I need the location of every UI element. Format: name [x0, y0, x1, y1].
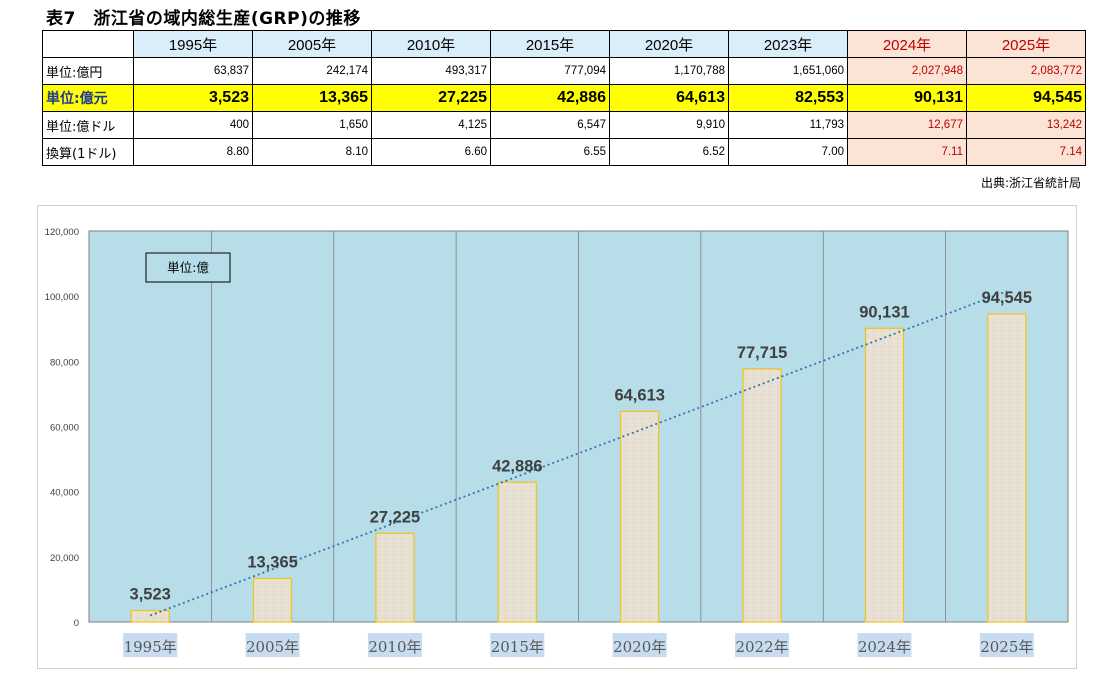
table-cell: 2,083,772	[966, 57, 1086, 85]
table-cell: 11,793	[728, 111, 848, 139]
table-cell: 6.52	[609, 138, 729, 166]
year-header-forecast: 2024年	[847, 30, 967, 58]
x-tick-highlight	[245, 633, 300, 657]
year-header-forecast: 2025年	[966, 30, 1086, 58]
table-cell: 90,131	[847, 84, 967, 112]
table-cell: 6,547	[490, 111, 610, 139]
x-tick-highlight	[857, 633, 912, 657]
bar	[497, 481, 537, 623]
data-label: 42,886	[492, 457, 542, 475]
year-header: 2010年	[371, 30, 491, 58]
table-cell: 12,677	[847, 111, 967, 139]
data-label: 27,225	[370, 508, 420, 526]
x-tick-label: 2025年	[980, 638, 1033, 656]
source-note: 出典:浙江省統計局	[980, 176, 1081, 190]
table-cell: 7.14	[966, 138, 1086, 166]
table-cell: 82,553	[728, 84, 848, 112]
row-label: 換算(1ドル)	[42, 138, 134, 166]
bar	[987, 313, 1027, 623]
table-cell: 7.11	[847, 138, 967, 166]
year-header: 2015年	[490, 30, 610, 58]
table-cell: 7.00	[728, 138, 848, 166]
x-tick-highlight	[490, 633, 545, 657]
x-tick-label: 2020年	[613, 638, 666, 656]
table-cell: 94,545	[966, 84, 1086, 112]
data-label: 13,365	[247, 553, 297, 571]
x-tick-highlight	[367, 633, 422, 657]
unit-label-box	[145, 252, 231, 283]
y-tick-label: 100,000	[45, 292, 79, 303]
row-label: 単位:億元	[42, 84, 134, 112]
table-cell: 8.10	[252, 138, 372, 166]
table-cell: 27,225	[371, 84, 491, 112]
y-tick-label: 20,000	[50, 553, 79, 564]
row-label: 単位:億円	[42, 57, 134, 85]
table-cell: 9,910	[609, 111, 729, 139]
table-cell: 42,886	[490, 84, 610, 112]
x-tick-label: 1995年	[124, 638, 177, 656]
x-tick-highlight	[735, 633, 790, 657]
data-label: 3,523	[130, 586, 171, 604]
bar	[252, 577, 293, 623]
y-tick-label: 0	[74, 618, 79, 629]
bar	[864, 327, 905, 623]
x-tick-label: 2010年	[368, 638, 421, 656]
unit-label: 単位:億	[167, 260, 209, 275]
table-cell: 63,837	[133, 57, 253, 85]
table-cell: 1,650	[252, 111, 372, 139]
y-tick-label: 60,000	[50, 423, 79, 434]
x-tick-highlight	[612, 633, 667, 657]
bar	[375, 532, 415, 623]
table-cell: 6.55	[490, 138, 610, 166]
row-cny: 単位:億元 3,523 13,365 27,225 42,886 64,613 …	[42, 84, 1086, 112]
y-tick-label: 80,000	[50, 357, 79, 368]
table-cell: 1,170,788	[609, 57, 729, 85]
table-cell: 3,523	[133, 84, 253, 112]
table-title: 表7 浙江省の域内総生産(GRP)の推移	[46, 9, 361, 29]
table-cell: 64,613	[609, 84, 729, 112]
year-header: 2023年	[728, 30, 848, 58]
bar	[130, 609, 170, 623]
row-jpy: 単位:億円 63,837 242,174 493,317 777,094 1,1…	[42, 57, 1086, 85]
data-label: 90,131	[859, 303, 909, 321]
table-cell: 8.80	[133, 138, 253, 166]
x-tick-highlight	[979, 633, 1034, 657]
x-tick-label: 2024年	[858, 638, 911, 656]
table-cell: 777,094	[490, 57, 610, 85]
y-tick-label: 120,000	[45, 227, 79, 238]
table-cell: 13,365	[252, 84, 372, 112]
table-cell: 4,125	[371, 111, 491, 139]
grp-table: 1995年 2005年 2010年 2015年 2020年 2023年 2024…	[42, 30, 1086, 166]
row-usd: 単位:億ドル 400 1,650 4,125 6,547 9,910 11,79…	[42, 111, 1086, 139]
table-cell: 6.60	[371, 138, 491, 166]
x-tick-label: 2015年	[491, 638, 544, 656]
y-tick-label: 40,000	[50, 488, 79, 499]
x-tick-highlight	[123, 633, 178, 657]
data-label: 77,715	[737, 344, 787, 362]
data-label: 94,545	[982, 289, 1032, 307]
bar	[620, 410, 660, 623]
row-rate: 換算(1ドル) 8.80 8.10 6.60 6.55 6.52 7.00 7.…	[42, 138, 1086, 166]
x-tick-label: 2005年	[246, 638, 299, 656]
data-label: 64,613	[614, 386, 664, 404]
header-row: 1995年 2005年 2010年 2015年 2020年 2023年 2024…	[42, 30, 1086, 58]
x-tick-label: 2022年	[735, 638, 788, 656]
year-header: 2020年	[609, 30, 729, 58]
bar	[742, 368, 782, 623]
